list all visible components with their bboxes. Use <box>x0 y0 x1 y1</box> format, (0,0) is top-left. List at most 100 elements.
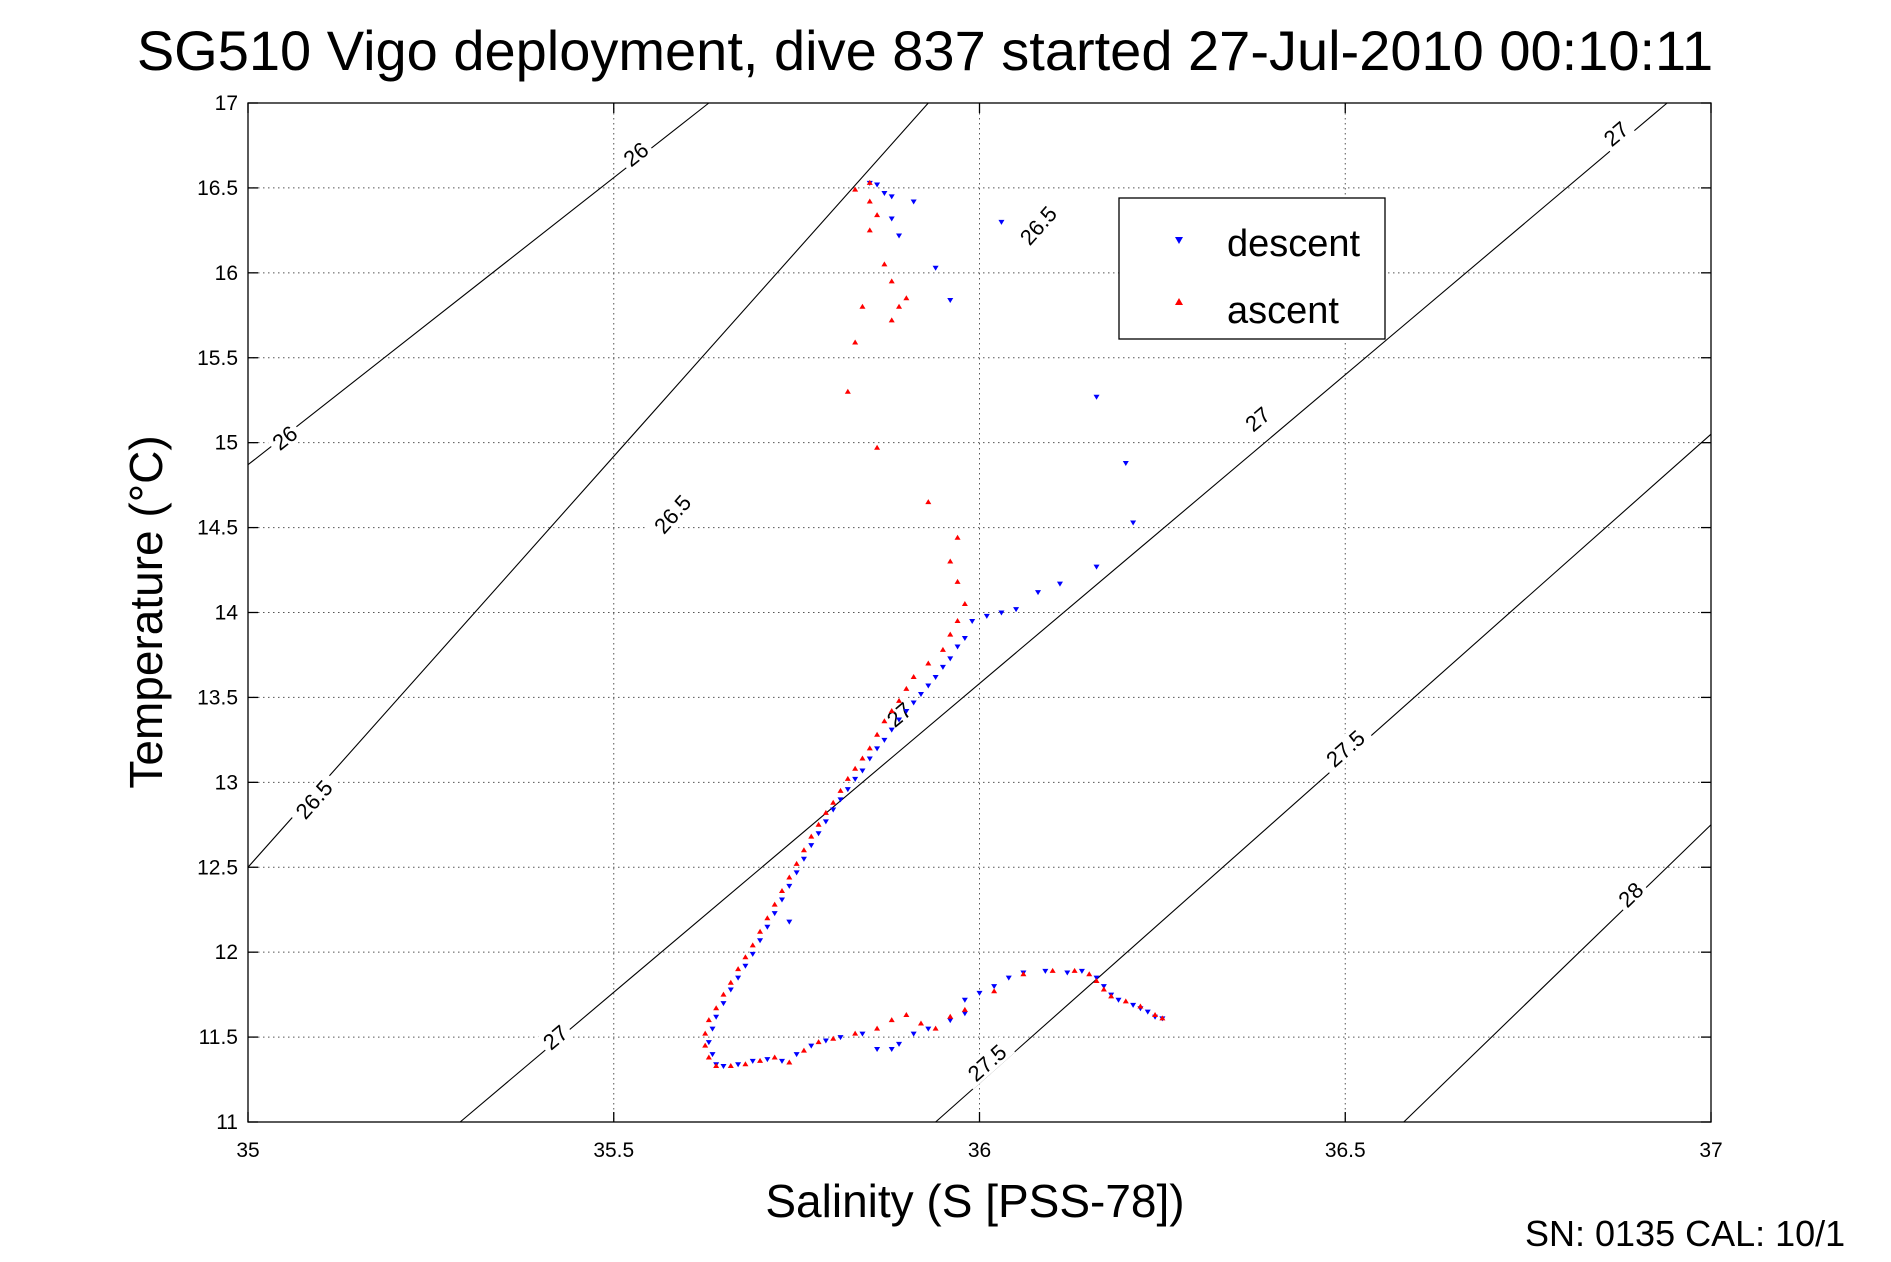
ascent-point <box>742 1061 749 1067</box>
descent-point <box>757 938 764 944</box>
ascent-point <box>961 601 968 607</box>
contour-label-bg <box>265 419 304 457</box>
descent-point <box>881 737 888 743</box>
descent-point <box>720 1001 727 1007</box>
contour-label-bg <box>645 485 700 543</box>
y-tick-label: 15.5 <box>197 347 238 370</box>
descent-point <box>888 727 895 733</box>
descent-point <box>808 843 815 849</box>
y-tick-label: 12.5 <box>197 856 238 879</box>
ascent-point <box>749 942 756 948</box>
contour-label-bg <box>1238 400 1277 438</box>
ascent-point <box>852 186 859 192</box>
ascent-point <box>925 499 932 505</box>
ascent-point <box>954 534 961 540</box>
descent-point <box>815 831 822 837</box>
ascent-point <box>1086 971 1093 977</box>
descent-point <box>720 1063 727 1069</box>
y-tick-label: 15 <box>215 432 238 455</box>
ascent-point <box>800 1047 807 1053</box>
descent-point <box>874 746 881 752</box>
ascent-point <box>910 674 917 680</box>
x-axis-label: Salinity (S [PSS-78]) <box>765 1175 1184 1227</box>
ascent-point <box>786 1059 793 1065</box>
descent-point <box>778 897 785 903</box>
ascent-point <box>932 1025 939 1031</box>
ascent-point <box>852 339 859 345</box>
descent-point <box>961 1011 968 1017</box>
descent-point <box>786 883 793 889</box>
ascent-point <box>727 979 734 985</box>
ascent-point <box>727 1062 734 1068</box>
ascent-point <box>713 1062 720 1068</box>
legend: descent ascent <box>1118 197 1386 340</box>
descent-point <box>954 644 961 650</box>
ascent-point <box>859 303 866 309</box>
ascent-point <box>1100 986 1107 992</box>
descent-point <box>727 987 734 993</box>
contour-label: 28 <box>1613 877 1648 912</box>
descent-point <box>925 1026 932 1032</box>
descent-point <box>896 717 903 723</box>
ascent-point <box>764 915 771 921</box>
descent-point <box>822 1038 829 1044</box>
x-tick-label: 35 <box>236 1139 259 1162</box>
descent-point <box>852 776 859 782</box>
descent-point <box>1130 520 1137 526</box>
descent-point <box>910 1031 917 1037</box>
ascent-point <box>947 631 954 637</box>
x-tick-label: 35.5 <box>593 1139 634 1162</box>
contour-label-bg <box>616 135 656 173</box>
ascent-point <box>888 317 895 323</box>
y-tick-label: 16 <box>215 262 238 285</box>
descent-point <box>1115 997 1122 1003</box>
ascent-point <box>1020 971 1027 977</box>
contour-label: 27 <box>1599 117 1634 152</box>
descent-point <box>771 911 778 917</box>
y-tick-label: 14 <box>215 602 239 625</box>
y-ticks: 11 11.5 12 12.5 13 13.5 14 14.5 15 15.5 16 16.5 17 <box>197 92 1711 1134</box>
descent-point <box>874 182 881 188</box>
descent-point <box>1144 1009 1151 1015</box>
descent-point <box>866 756 873 762</box>
descent-point <box>1130 1002 1137 1008</box>
ascent-point <box>844 775 851 781</box>
ascent-point <box>735 966 742 972</box>
ascent-point <box>713 1005 720 1011</box>
ascent-point <box>866 745 873 751</box>
descent-point <box>1078 968 1085 974</box>
ascent-point <box>888 1017 895 1023</box>
descent-point <box>983 613 990 619</box>
ascent-point <box>808 833 815 839</box>
descent-point <box>742 963 749 969</box>
descent-point <box>1005 975 1012 981</box>
ascent-point <box>896 697 903 703</box>
ascent-point <box>837 787 844 793</box>
grid-lines <box>248 103 1711 1122</box>
ascent-point <box>888 278 895 284</box>
ascent-point <box>866 198 873 204</box>
descent-point <box>830 807 837 813</box>
descent-point <box>947 656 954 662</box>
descent-point <box>844 787 851 793</box>
ascent-point <box>1108 993 1115 999</box>
ascent-point <box>954 617 961 623</box>
descent-point <box>1056 581 1063 587</box>
serial-cal-footer: SN: 0135 CAL: 10/1 <box>1525 1213 1845 1254</box>
contour-label: 26 <box>619 137 654 172</box>
descent-point <box>917 692 924 698</box>
ascent-point <box>874 731 881 737</box>
y-axis-label: Temperature (°C) <box>120 435 172 788</box>
descent-point <box>881 191 888 197</box>
contour-line <box>1403 824 1712 1123</box>
descent-point <box>800 856 807 862</box>
descent-point <box>969 618 976 624</box>
descent-point <box>910 700 917 706</box>
legend-label-ascent: ascent <box>1227 290 1339 332</box>
descent-point <box>859 768 866 774</box>
ascent-point <box>1159 1015 1166 1021</box>
descent-point <box>888 1046 895 1052</box>
ascent-point <box>757 928 764 934</box>
ascent-point <box>961 1006 968 1012</box>
contour-label-bg <box>958 1035 1016 1090</box>
